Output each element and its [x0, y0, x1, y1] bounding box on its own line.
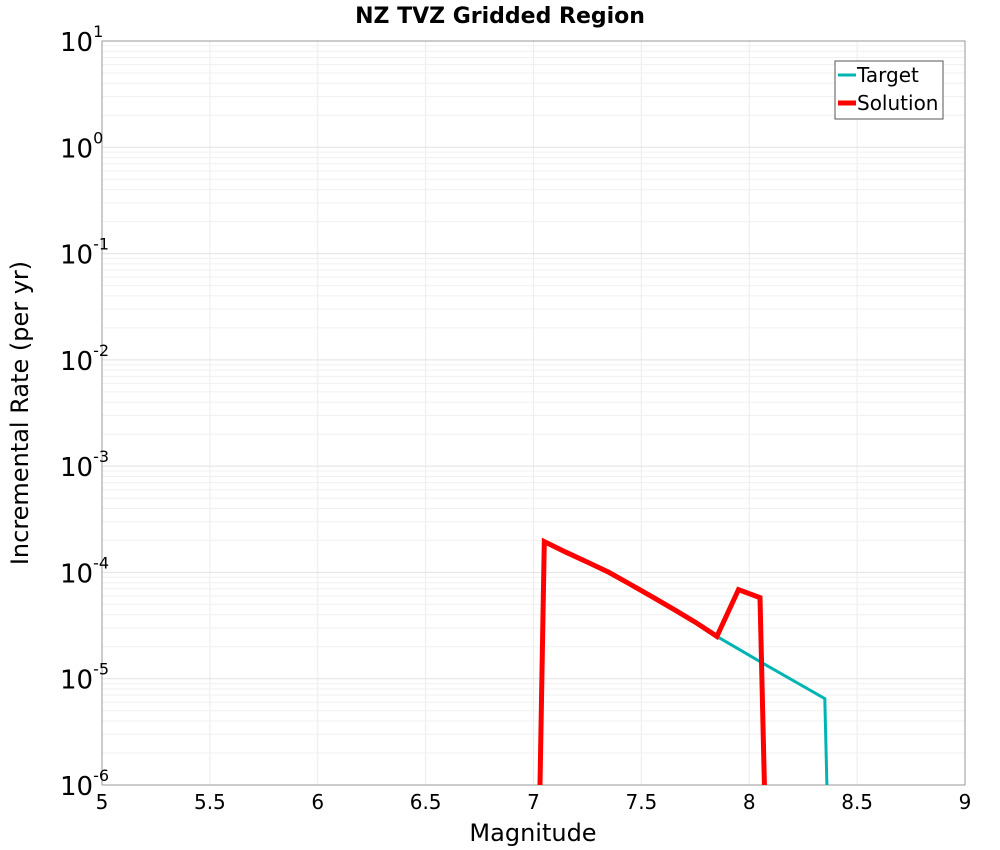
chart-title: NZ TVZ Gridded Region — [355, 4, 645, 29]
x-tick-label: 9 — [959, 790, 972, 814]
y-axis-ticks: 101 100 10-1 10-2 10-3 10-4 10-5 10-6 — [60, 22, 109, 802]
x-tick-label: 6 — [311, 790, 324, 814]
y-tick-label: 100 — [60, 128, 103, 164]
legend-label-solution: Solution — [857, 91, 938, 115]
legend: Target Solution — [834, 60, 944, 120]
x-axis-ticks: 5 5.5 6 6.5 7 7.5 8 8.5 9 — [96, 790, 972, 814]
x-tick-label: 7.5 — [625, 790, 657, 814]
x-tick-label: 5.5 — [194, 790, 226, 814]
x-tick-label: 7 — [527, 790, 540, 814]
x-axis-label: Magnitude — [469, 819, 596, 847]
y-tick-label: 101 — [60, 22, 103, 58]
series-layer — [537, 537, 829, 786]
y-tick-label: 10-5 — [60, 660, 109, 696]
y-tick-label: 10-1 — [60, 235, 109, 271]
y-tick-label: 10-3 — [60, 447, 109, 483]
y-axis-label: Incremental Rate (per yr) — [6, 261, 34, 565]
legend-label-target: Target — [856, 63, 919, 87]
y-tick-label: 10-2 — [60, 341, 109, 377]
plot-frame — [101, 40, 966, 786]
x-tick-label: 5 — [96, 790, 109, 814]
series-line-target — [716, 635, 829, 786]
x-tick-label: 8 — [743, 790, 756, 814]
x-tick-label: 8.5 — [841, 790, 873, 814]
y-tick-label: 10-6 — [60, 766, 109, 802]
legend-box — [834, 60, 944, 120]
grid — [101, 41, 966, 786]
y-tick-label: 10-4 — [60, 553, 109, 589]
series-line-solution — [537, 537, 767, 786]
x-tick-label: 6.5 — [410, 790, 442, 814]
